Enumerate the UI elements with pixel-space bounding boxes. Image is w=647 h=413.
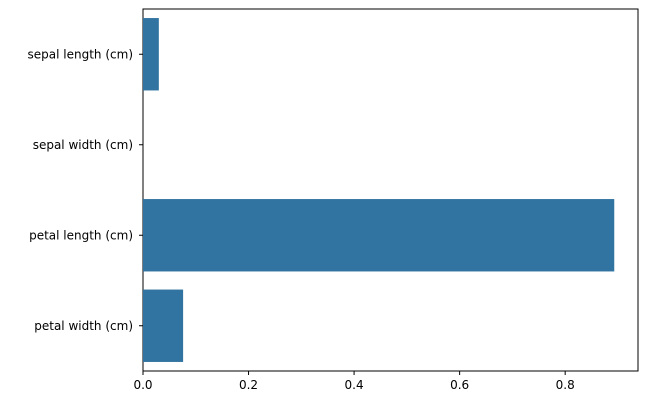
- y-tick-label: petal width (cm): [34, 319, 133, 333]
- y-tick-label: sepal width (cm): [33, 138, 133, 152]
- y-tick-label: sepal length (cm): [28, 47, 133, 61]
- bar: [143, 199, 615, 272]
- x-tick-label: 0.4: [345, 378, 364, 392]
- plot-frame: [142, 8, 639, 372]
- x-tick-label: 0.0: [133, 378, 152, 392]
- x-tick-label: 0.6: [450, 378, 469, 392]
- bar: [143, 289, 184, 362]
- bar: [143, 18, 159, 91]
- x-tick-label: 0.8: [556, 378, 575, 392]
- y-tick-label: petal length (cm): [29, 228, 133, 242]
- x-tick-label: 0.2: [239, 378, 258, 392]
